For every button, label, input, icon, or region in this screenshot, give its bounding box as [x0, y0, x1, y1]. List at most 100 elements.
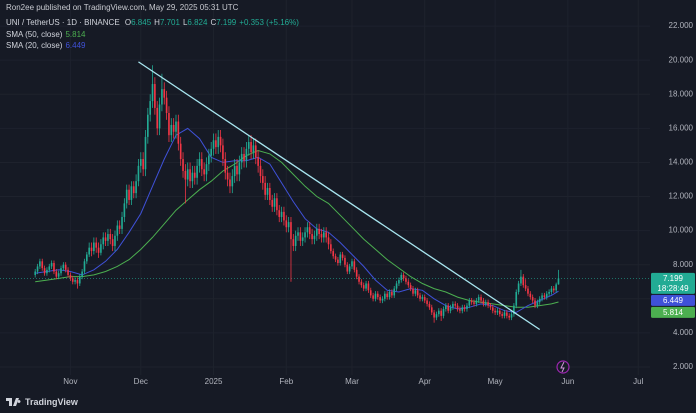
candle-body: [273, 198, 276, 207]
price-tag: [651, 306, 695, 318]
candle-body: [550, 288, 553, 292]
candle-body: [116, 225, 119, 236]
candle-body: [266, 188, 269, 195]
candle-body: [104, 237, 107, 241]
candle-body: [508, 315, 511, 318]
candle-body: [67, 269, 69, 275]
candle-body: [264, 182, 266, 195]
candle-body: [163, 89, 166, 98]
candle-body: [313, 235, 316, 240]
candle-body: [482, 300, 485, 304]
candle-body: [369, 290, 372, 296]
candle-body: [74, 280, 76, 282]
event-icon[interactable]: [556, 360, 570, 374]
candle-body: [203, 169, 205, 175]
countdown-label: 18:28:49: [657, 284, 689, 293]
x-tick-label: Dec: [134, 377, 148, 386]
candle-body: [506, 312, 508, 316]
event-icon-bolt: [560, 361, 565, 373]
candle-body: [494, 310, 496, 313]
candle-body: [534, 300, 536, 306]
candle-body: [165, 97, 168, 114]
candle-body: [318, 228, 320, 235]
price-tag: [651, 294, 695, 306]
candle-body: [517, 283, 520, 292]
candle-body: [496, 310, 499, 313]
candle-body: [219, 136, 222, 146]
x-tick-label: Jun: [561, 377, 574, 386]
candle-body: [367, 283, 370, 291]
candle-body: [222, 145, 224, 160]
candle-body: [125, 189, 128, 204]
candle-body: [184, 170, 187, 180]
candle-body: [53, 263, 55, 272]
candle-body: [299, 232, 302, 241]
candle-body: [147, 114, 149, 137]
ohlc-value: 7.199: [216, 18, 237, 27]
candle-body: [283, 211, 285, 221]
candle-body: [57, 273, 60, 277]
candle-body: [480, 297, 482, 301]
candle-body: [402, 274, 405, 279]
candle-body: [416, 290, 419, 296]
candle-body: [428, 303, 431, 308]
candle-body: [449, 307, 452, 311]
candle-body: [114, 235, 116, 246]
candle-body: [271, 199, 274, 207]
candle-body: [475, 300, 478, 304]
candle-body: [34, 271, 37, 275]
candle-body: [151, 84, 154, 102]
candle-body: [62, 264, 65, 269]
candle-body: [384, 293, 386, 299]
candle-body: [466, 305, 468, 310]
y-tick-label: 4.000: [673, 328, 694, 337]
candle-body: [130, 186, 133, 200]
candle-body: [376, 293, 379, 298]
candle-body: [224, 159, 227, 173]
candle-body: [90, 247, 93, 252]
candle-body: [149, 101, 152, 115]
candle-body: [538, 298, 541, 303]
candle-body: [128, 189, 130, 200]
x-tick-label: Feb: [279, 377, 293, 386]
candle-body: [437, 310, 440, 315]
candle-body: [435, 314, 438, 318]
candle-body: [520, 276, 522, 284]
candle-body: [398, 280, 400, 284]
candle-body: [269, 188, 271, 200]
candle-body: [447, 305, 450, 311]
sma-line: [35, 149, 559, 308]
symbol-legend: UNI / TetherUS · 1D · BINANCE O6.845 H7.7…: [6, 18, 302, 27]
candle-body: [50, 263, 53, 267]
indicator-legend: SMA (50, close) 5.814: [6, 30, 89, 39]
candle-body: [118, 225, 121, 229]
candle-body: [421, 297, 424, 299]
price-tag-label: 6.449: [663, 296, 684, 305]
candle-body: [102, 237, 105, 245]
candle-body: [177, 121, 180, 144]
candle-body: [139, 159, 142, 166]
candle-body: [341, 254, 344, 258]
candle-body: [412, 288, 414, 294]
candle-body: [332, 251, 335, 257]
candle-body: [461, 307, 464, 311]
candle-body: [261, 176, 264, 183]
candle-body: [252, 145, 255, 153]
candle-body: [477, 297, 480, 301]
candle-body: [245, 148, 248, 161]
candle-body: [137, 165, 140, 182]
candle-body: [240, 153, 243, 163]
candle-body: [95, 242, 98, 248]
candle-body: [433, 312, 435, 318]
candle-body: [243, 153, 245, 161]
candle-body: [280, 211, 283, 217]
candle-body: [543, 295, 546, 298]
symbol-title: UNI / TetherUS · 1D · BINANCE: [6, 18, 120, 27]
candle-body: [69, 274, 72, 279]
candle-body: [212, 140, 215, 149]
indicator-name: SMA (20, close): [6, 41, 63, 50]
footer-brand: TradingView: [25, 397, 78, 407]
candle-body: [236, 165, 238, 175]
candle-body: [473, 302, 475, 304]
